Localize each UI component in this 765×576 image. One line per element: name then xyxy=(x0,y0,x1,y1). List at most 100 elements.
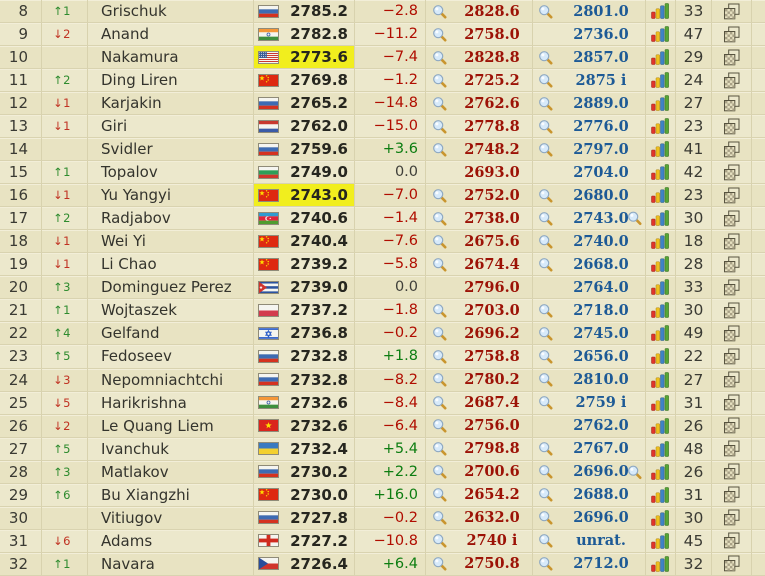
boards-icon[interactable] xyxy=(723,486,740,503)
magnifier-icon[interactable] xyxy=(432,326,447,341)
bar-chart-icon[interactable] xyxy=(651,440,670,457)
bar-chart-icon[interactable] xyxy=(651,556,670,572)
magnifier-icon[interactable] xyxy=(538,556,553,571)
magnifier-icon[interactable] xyxy=(432,188,447,203)
magnifier-icon[interactable] xyxy=(538,510,553,525)
magnifier-icon[interactable] xyxy=(627,464,642,479)
magnifier-icon[interactable] xyxy=(432,487,447,502)
player-name[interactable]: Wojtaszek xyxy=(88,299,254,322)
magnifier-icon[interactable] xyxy=(538,372,553,387)
magnifier-icon[interactable] xyxy=(432,257,447,272)
player-name[interactable]: Harikrishna xyxy=(88,391,254,414)
bar-chart-icon[interactable] xyxy=(651,325,670,342)
boards-icon[interactable] xyxy=(723,49,740,66)
bar-chart-icon[interactable] xyxy=(651,348,670,365)
magnifier-icon[interactable] xyxy=(432,119,447,134)
player-name[interactable]: Vitiugov xyxy=(88,506,254,529)
boards-icon[interactable] xyxy=(723,279,740,296)
magnifier-icon[interactable] xyxy=(538,234,553,249)
bar-chart-icon[interactable] xyxy=(651,210,670,227)
boards-icon[interactable] xyxy=(723,187,740,204)
boards-icon[interactable] xyxy=(723,118,740,135)
bar-chart-icon[interactable] xyxy=(651,233,670,250)
player-name[interactable]: Fedoseev xyxy=(88,345,254,368)
boards-icon[interactable] xyxy=(723,325,740,342)
boards-icon[interactable] xyxy=(723,256,740,273)
player-name[interactable]: Nakamura xyxy=(88,46,254,69)
magnifier-icon[interactable] xyxy=(432,96,447,111)
magnifier-icon[interactable] xyxy=(432,349,447,364)
magnifier-icon[interactable] xyxy=(538,142,553,157)
player-name[interactable]: Adams xyxy=(88,529,254,552)
player-name[interactable]: Svidler xyxy=(88,138,254,161)
magnifier-icon[interactable] xyxy=(538,211,553,226)
magnifier-icon[interactable] xyxy=(538,119,553,134)
player-name[interactable]: Anand xyxy=(88,23,254,46)
player-name[interactable]: Navara xyxy=(88,552,254,575)
magnifier-icon[interactable] xyxy=(432,372,447,387)
player-name[interactable]: Ivanchuk xyxy=(88,437,254,460)
player-name[interactable]: Dominguez Perez xyxy=(88,276,254,299)
bar-chart-icon[interactable] xyxy=(651,532,670,549)
bar-chart-icon[interactable] xyxy=(651,394,670,411)
magnifier-icon[interactable] xyxy=(432,303,447,318)
player-name[interactable]: Grischuk xyxy=(88,0,254,23)
magnifier-icon[interactable] xyxy=(432,73,447,88)
bar-chart-icon[interactable] xyxy=(651,118,670,134)
boards-icon[interactable] xyxy=(723,233,740,250)
boards-icon[interactable] xyxy=(723,417,740,434)
boards-icon[interactable] xyxy=(723,141,740,158)
bar-chart-icon[interactable] xyxy=(651,486,670,503)
magnifier-icon[interactable] xyxy=(538,188,553,203)
boards-icon[interactable] xyxy=(723,95,740,112)
magnifier-icon[interactable] xyxy=(432,441,447,456)
bar-chart-icon[interactable] xyxy=(651,302,670,319)
magnifier-icon[interactable] xyxy=(538,96,553,111)
bar-chart-icon[interactable] xyxy=(651,187,670,204)
magnifier-icon[interactable] xyxy=(432,50,447,65)
player-name[interactable]: Matlakov xyxy=(88,460,254,483)
player-name[interactable]: Le Quang Liem xyxy=(88,414,254,437)
magnifier-icon[interactable] xyxy=(538,464,553,479)
boards-icon[interactable] xyxy=(723,210,740,227)
player-name[interactable]: Ding Liren xyxy=(88,69,254,92)
magnifier-icon[interactable] xyxy=(432,27,447,42)
boards-icon[interactable] xyxy=(723,555,740,572)
player-name[interactable]: Radjabov xyxy=(88,207,254,230)
magnifier-icon[interactable] xyxy=(627,211,642,226)
magnifier-icon[interactable] xyxy=(538,50,553,65)
bar-chart-icon[interactable] xyxy=(651,141,670,157)
bar-chart-icon[interactable] xyxy=(651,164,670,180)
bar-chart-icon[interactable] xyxy=(651,509,670,526)
boards-icon[interactable] xyxy=(723,72,740,89)
player-name[interactable]: Topalov xyxy=(88,161,254,184)
magnifier-icon[interactable] xyxy=(432,510,447,525)
player-name[interactable]: Wei Yi xyxy=(88,230,254,253)
bar-chart-icon[interactable] xyxy=(651,256,670,273)
boards-icon[interactable] xyxy=(723,440,740,457)
magnifier-icon[interactable] xyxy=(432,234,447,249)
player-name[interactable]: Yu Yangyi xyxy=(88,184,254,207)
player-name[interactable]: Karjakin xyxy=(88,92,254,115)
magnifier-icon[interactable] xyxy=(538,326,553,341)
player-name[interactable]: Gelfand xyxy=(88,322,254,345)
player-name[interactable]: Bu Xiangzhi xyxy=(88,483,254,506)
boards-icon[interactable] xyxy=(723,348,740,365)
bar-chart-icon[interactable] xyxy=(651,417,670,434)
magnifier-icon[interactable] xyxy=(538,487,553,502)
boards-icon[interactable] xyxy=(723,26,740,43)
magnifier-icon[interactable] xyxy=(538,73,553,88)
boards-icon[interactable] xyxy=(723,509,740,526)
magnifier-icon[interactable] xyxy=(432,211,447,226)
magnifier-icon[interactable] xyxy=(538,349,553,364)
boards-icon[interactable] xyxy=(723,463,740,480)
boards-icon[interactable] xyxy=(723,302,740,319)
magnifier-icon[interactable] xyxy=(538,257,553,272)
bar-chart-icon[interactable] xyxy=(651,3,670,19)
magnifier-icon[interactable] xyxy=(538,441,553,456)
boards-icon[interactable] xyxy=(723,532,740,549)
boards-icon[interactable] xyxy=(723,371,740,388)
magnifier-icon[interactable] xyxy=(432,533,447,548)
magnifier-icon[interactable] xyxy=(538,395,553,410)
magnifier-icon[interactable] xyxy=(432,418,447,433)
